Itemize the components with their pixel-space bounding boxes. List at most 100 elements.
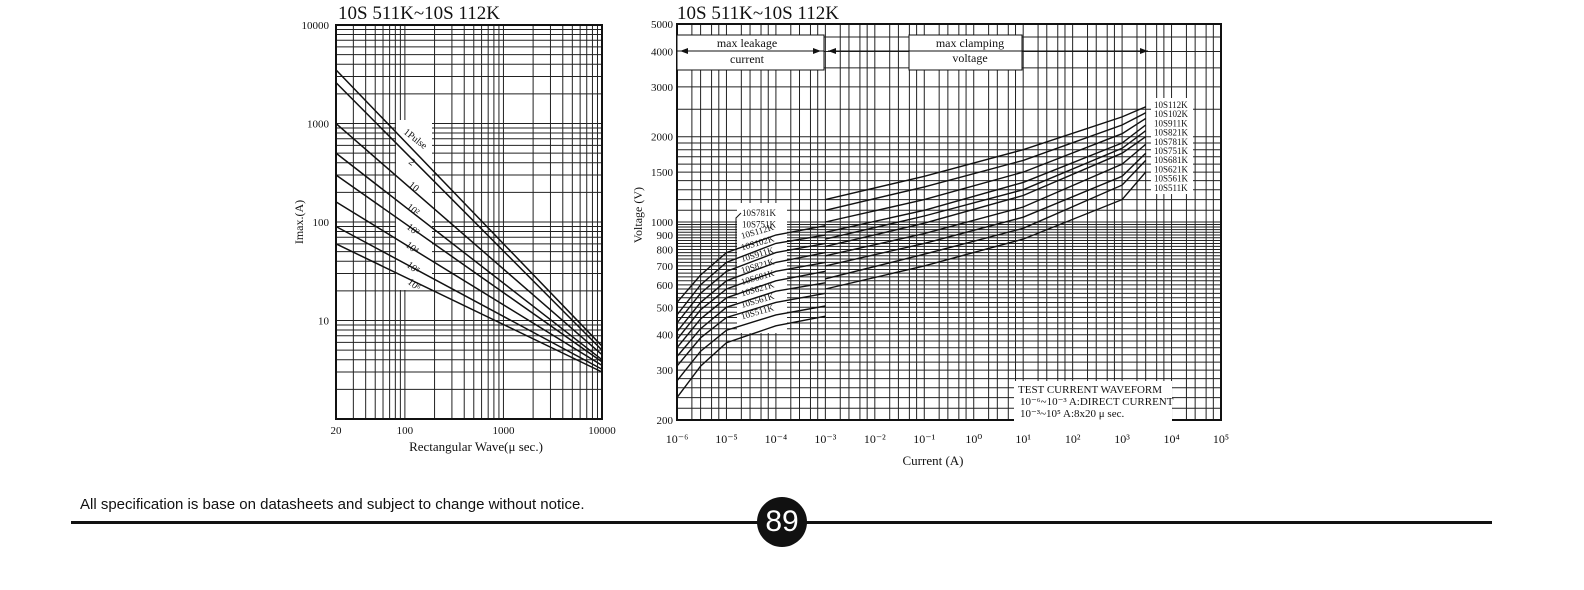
waveform-label: 10⁻⁶~10⁻³ A:DIRECT CURRENT bbox=[1020, 396, 1174, 408]
plot-frame bbox=[676, 23, 1222, 421]
series-line bbox=[335, 69, 603, 347]
clamping-label-backdrop bbox=[1151, 98, 1193, 194]
waveform-label: TEST CURRENT WAVEFORM bbox=[1018, 384, 1162, 396]
x-tick-label: 10⁰ bbox=[965, 432, 982, 446]
leakage-series-line bbox=[676, 234, 826, 316]
series-line bbox=[335, 122, 603, 356]
leakage-box bbox=[676, 34, 825, 71]
clamping-series-label: 10S112K bbox=[1154, 100, 1188, 110]
y-tick-label: 100 bbox=[313, 217, 330, 229]
x-tick-label: 10⁻³ bbox=[814, 432, 836, 446]
y-tick-label: 2000 bbox=[651, 132, 674, 144]
clamping-series-label: 10S821K bbox=[1154, 128, 1189, 138]
x-tick-label: 10⁻¹ bbox=[913, 432, 935, 446]
leakage-series-line bbox=[676, 270, 826, 349]
series-line bbox=[335, 201, 603, 367]
y-tick-label: 1000 bbox=[651, 217, 674, 229]
y-tick-label: 10000 bbox=[302, 20, 330, 32]
y-tick-label: 1500 bbox=[651, 167, 674, 179]
x-tick-label: 10² bbox=[1065, 432, 1081, 446]
x-tick-label: 10⁻⁴ bbox=[765, 432, 788, 446]
chart-title: 10S 511K~10S 112K bbox=[338, 3, 500, 24]
clamping-series-line bbox=[825, 124, 1147, 233]
x-axis-label: Current (A) bbox=[902, 453, 963, 468]
y-tick-label: 200 bbox=[657, 415, 674, 427]
x-tick-label: 10⁻⁶ bbox=[666, 432, 689, 446]
clamping-series-label: 10S102K bbox=[1154, 109, 1189, 119]
leakage-series-line bbox=[676, 261, 826, 340]
leakage-series-line bbox=[676, 225, 826, 303]
clamping-series-line bbox=[825, 171, 1147, 290]
x-tick-label: 10³ bbox=[1114, 432, 1130, 446]
leakage-series-line bbox=[676, 292, 826, 367]
clamping-series-line bbox=[825, 143, 1147, 257]
leakage-series-label: 10S751K bbox=[742, 220, 777, 230]
y-tick-label: 900 bbox=[657, 230, 674, 242]
page-number: 89 bbox=[757, 497, 807, 547]
y-tick-label: 700 bbox=[657, 261, 674, 273]
clamping-box bbox=[908, 34, 1023, 71]
series-label: 2 bbox=[406, 157, 417, 169]
x-tick-label: 10000 bbox=[588, 425, 616, 437]
leakage-series-line bbox=[676, 282, 826, 357]
clamping-series-line bbox=[825, 106, 1146, 201]
x-tick-label: 10⁵ bbox=[1213, 432, 1229, 446]
y-axis-label: Voltage (V) bbox=[631, 187, 645, 243]
clamping-series-label: 10S751K bbox=[1154, 146, 1189, 156]
leakage-series-line bbox=[676, 315, 826, 399]
y-tick-label: 400 bbox=[657, 330, 674, 342]
clamping-series-line bbox=[825, 117, 1147, 223]
clamping-series-line bbox=[825, 159, 1147, 280]
series-line bbox=[335, 243, 603, 373]
y-tick-label: 600 bbox=[657, 280, 674, 292]
leakage-series-line bbox=[676, 305, 826, 382]
clamping-series-line bbox=[825, 130, 1147, 240]
clamping-series-line bbox=[825, 152, 1147, 267]
plot-frame bbox=[335, 24, 603, 420]
series-line bbox=[335, 174, 603, 363]
y-tick-label: 300 bbox=[657, 365, 674, 377]
waveform-label: 10⁻³~10⁵ A:8x20 μ sec. bbox=[1020, 408, 1124, 420]
leakage-series-line bbox=[676, 242, 826, 324]
clamping-series-line bbox=[825, 112, 1147, 211]
clamping-series-label: 10S911K bbox=[1154, 118, 1188, 128]
series-line bbox=[335, 82, 603, 351]
x-tick-label: 10⁻² bbox=[864, 432, 886, 446]
clamping-series-line bbox=[825, 136, 1147, 248]
leakage-series-label: 10S781K bbox=[742, 208, 777, 218]
clamping-label: voltage bbox=[952, 51, 987, 65]
clamping-series-label: 10S781K bbox=[1154, 137, 1189, 147]
y-tick-label: 500 bbox=[657, 302, 674, 314]
arrow-head-right bbox=[813, 48, 821, 54]
x-tick-label: 20 bbox=[331, 425, 343, 437]
series-line bbox=[335, 152, 603, 361]
x-tick-label: 10⁻⁵ bbox=[715, 432, 738, 446]
clamping-series-label: 10S681K bbox=[1154, 155, 1189, 165]
arrow-head-left bbox=[680, 48, 688, 54]
y-tick-label: 10 bbox=[318, 316, 330, 328]
y-axis-label: Imax.(A) bbox=[292, 200, 306, 244]
leakage-label: max leakage bbox=[717, 36, 777, 50]
x-tick-label: 1000 bbox=[492, 425, 515, 437]
arrow-head-left bbox=[828, 48, 836, 54]
y-tick-label: 3000 bbox=[651, 82, 674, 94]
y-tick-label: 4000 bbox=[651, 46, 674, 58]
clamping-label: max clamping bbox=[936, 36, 1004, 50]
y-tick-label: 5000 bbox=[651, 19, 674, 31]
x-tick-label: 10¹ bbox=[1015, 432, 1031, 446]
x-axis-label: Rectangular Wave(μ sec.) bbox=[409, 439, 543, 454]
footer-rule-left bbox=[71, 521, 771, 524]
leakage-label: current bbox=[730, 52, 765, 66]
arrow-head-right bbox=[1140, 48, 1148, 54]
clamping-series-label: 10S621K bbox=[1154, 164, 1189, 174]
footer-disclaimer: All specification is base on datasheets … bbox=[80, 496, 585, 513]
chart-title: 10S 511K~10S 112K bbox=[677, 3, 839, 24]
clamping-series-label: 10S561K bbox=[1154, 174, 1189, 184]
leakage-series-line bbox=[676, 251, 826, 333]
y-tick-label: 1000 bbox=[307, 119, 330, 131]
y-tick-label: 800 bbox=[657, 244, 674, 256]
series-line bbox=[335, 225, 603, 370]
